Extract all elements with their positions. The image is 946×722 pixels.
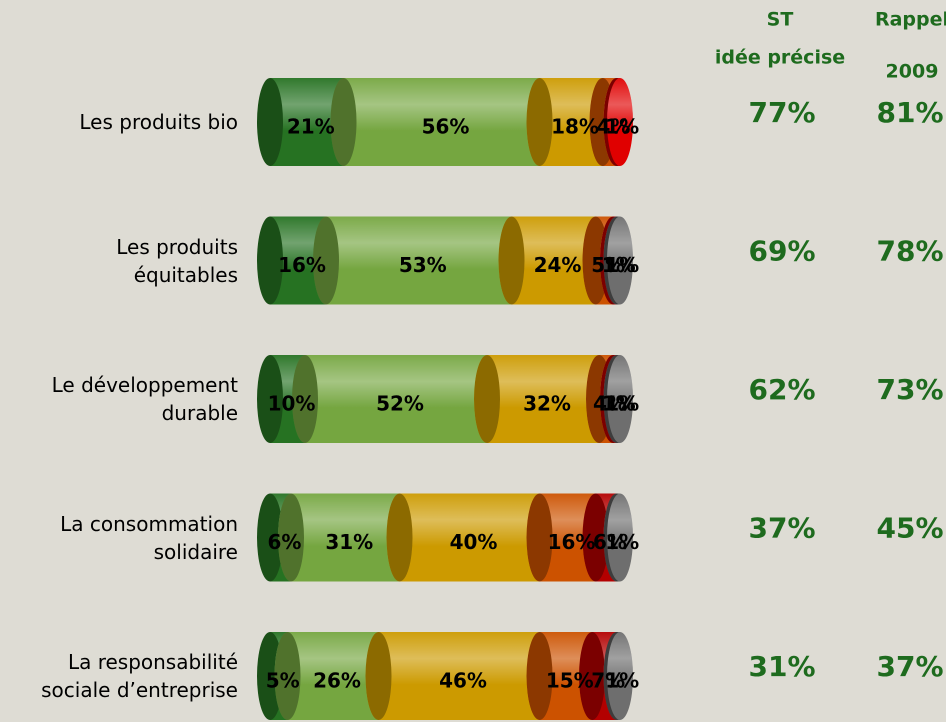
segment-cap-shine [607,216,633,305]
value-label: 32% [523,392,571,416]
value-label: 26% [313,669,361,693]
column-value: 77% [748,96,815,129]
segment-cap-shine [607,632,633,720]
segment-face [526,493,553,582]
column-value: 62% [748,373,815,406]
value-label: 6% [593,530,627,554]
column-header: idée précise [715,47,845,69]
segment-face [292,355,318,443]
category-label: La consommation solidaire [60,511,238,564]
segment-face [257,78,283,166]
segment-face [257,355,283,443]
value-label: 16% [278,253,326,277]
value-label: 5% [591,253,625,277]
bar-segment [603,355,633,443]
segment-face [582,493,609,582]
category-label: Les produits équitables [116,234,238,287]
bar-segment [603,632,633,720]
value-label: 16% [548,530,596,554]
segment-face [474,355,500,443]
segment-face [278,493,304,582]
value-label: 5% [266,669,300,693]
value-label: 1% [602,392,636,416]
value-label: 1% [605,253,639,277]
category-label: Le développement durable [51,373,238,425]
segment-face [386,493,413,582]
value-label: 31% [325,530,373,554]
column-value: 81% [876,96,943,129]
value-label: 18% [551,115,599,139]
value-label: 52% [376,392,424,416]
column-value: 45% [876,512,943,545]
segment-cap-shine [607,78,633,166]
segment-shine [343,78,540,166]
bar-segment [603,493,633,582]
value-label: 1% [605,530,639,554]
value-label: 4% [597,115,631,139]
segment-shine [399,493,540,582]
segment-shine [378,632,540,720]
segment-shine [326,216,512,305]
segment-cap-shine [607,355,633,443]
segment-face [526,632,553,720]
segment-face [313,216,339,305]
segment-face [526,78,553,166]
column-value: 69% [748,235,815,268]
value-label: 4% [593,392,627,416]
segment-face [498,216,525,305]
value-label: 15% [546,669,594,693]
column-value: 37% [876,650,943,683]
segment-shine [287,632,379,720]
segment-shine [487,355,599,443]
value-label: 6% [268,530,302,554]
column-header: 2009 [886,61,939,83]
segment-face [365,632,392,720]
segment-face [579,632,605,720]
value-label: 24% [534,253,582,277]
value-label: 1% [602,253,636,277]
value-label: 53% [399,253,447,277]
segment-face [257,216,283,305]
value-label: 46% [439,669,487,693]
value-label: 1% [605,392,639,416]
bar-segment [603,78,633,166]
category-label: Les produits bio [79,110,238,134]
segment-shine [305,355,487,443]
value-label: 10% [268,392,316,416]
value-label: 21% [287,115,335,139]
column-value: 37% [748,512,815,545]
column-value: 78% [876,235,943,268]
segment-cap-shine [607,493,633,582]
segment-shine [511,216,596,305]
column-header: Rappel [875,9,946,31]
segment-face [330,78,357,166]
value-label: 40% [450,530,498,554]
value-label: 7% [591,669,625,693]
value-label: 1% [605,115,639,139]
segment-face [274,632,301,720]
column-header: ST [767,9,794,31]
segment-face [257,493,283,582]
segment-shine [291,493,400,582]
column-value: 31% [748,650,815,683]
value-label: 1% [605,669,639,693]
column-value: 73% [876,373,943,406]
value-label: 56% [422,115,470,139]
bar-segment [603,216,633,305]
category-label: La responsabilité sociale d’entreprise [41,650,238,702]
